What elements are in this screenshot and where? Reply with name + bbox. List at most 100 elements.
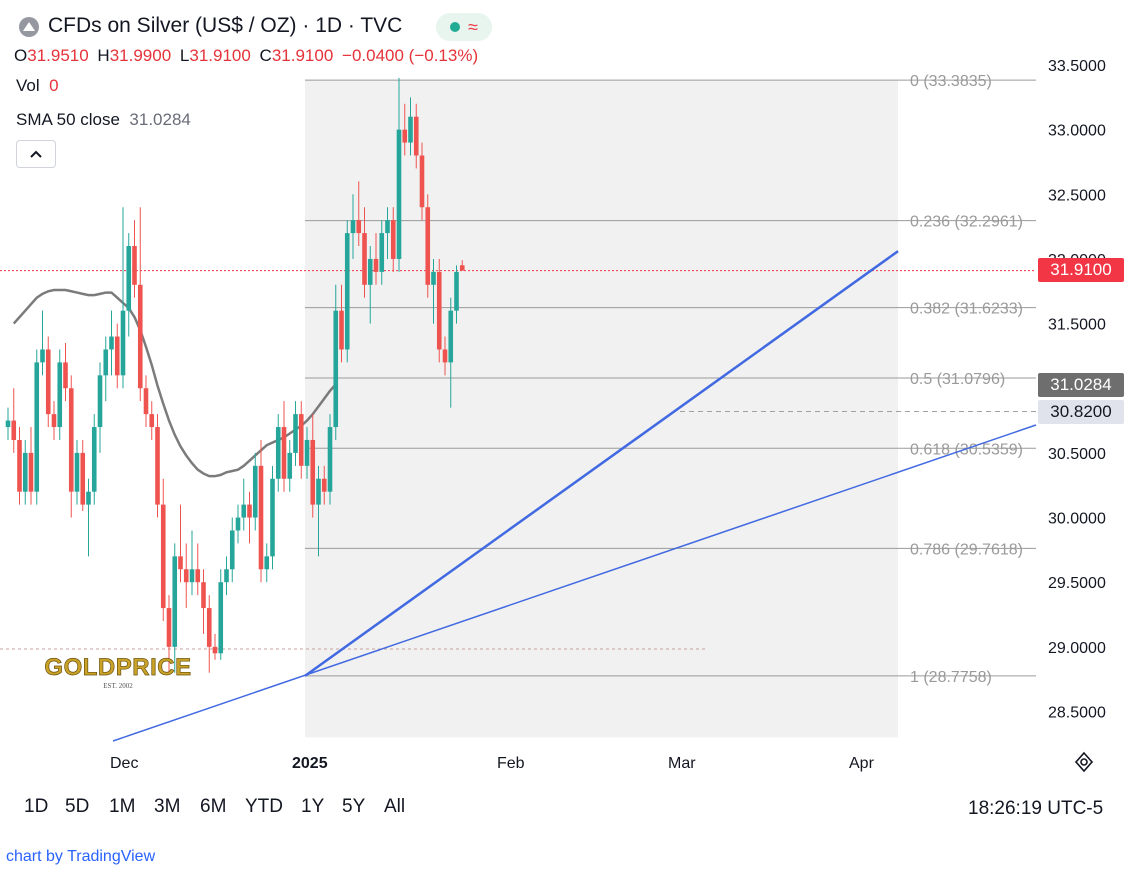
candle-body [97, 375, 103, 428]
timeframe-1m[interactable]: 1M [109, 796, 136, 817]
candle-body [68, 388, 74, 492]
candle-body [155, 427, 160, 505]
timeframe-1d[interactable]: 1D [24, 796, 49, 817]
trendline-steep [304, 250, 899, 677]
candle-body [333, 310, 339, 428]
candle-body [206, 608, 212, 647]
timeframe-1y[interactable]: 1Y [301, 796, 325, 817]
candle-body [22, 452, 28, 492]
candle-body [327, 427, 333, 492]
market-status-badge[interactable]: ≈ [436, 13, 492, 41]
candle-body [304, 439, 310, 466]
candle-body [17, 439, 22, 492]
candle-body [293, 414, 298, 453]
candle-body [281, 427, 287, 479]
clock[interactable]: 18:26:19 UTC-5 [968, 798, 1104, 819]
trendline-shallow [112, 424, 1037, 742]
settings-gear-icon[interactable] [1072, 750, 1096, 774]
fib-level-label: 0.618 (30.5359) [910, 441, 1023, 458]
y-tick-label: 30.0000 [1048, 511, 1106, 528]
timeframe-6m[interactable]: 6M [200, 796, 227, 817]
candle-body [74, 452, 80, 492]
candle-body [402, 129, 408, 143]
candle-body [379, 233, 385, 272]
y-tick-label: 29.5000 [1048, 575, 1106, 592]
candle-body [252, 465, 258, 518]
fib-level-label: 0.382 (31.6233) [910, 301, 1023, 318]
candle-body [408, 116, 413, 143]
x-tick-label: Feb [497, 755, 525, 772]
candle-body [126, 246, 132, 311]
candle-body [132, 246, 137, 285]
fib-level-label: 0 (33.3835) [910, 73, 992, 90]
candle-body [34, 362, 40, 492]
candle-body [298, 414, 304, 466]
candle-body [459, 265, 465, 271]
candle-body [258, 465, 264, 570]
candle-body [373, 258, 379, 272]
fib-level-label: 0.236 (32.2961) [910, 214, 1023, 231]
price-change: −0.0400 (−0.13%) [342, 46, 479, 65]
candle-body [362, 233, 367, 285]
timeframe-bar: 1D 5D 1M 3M 6M YTD 1Y 5Y All [0, 796, 1134, 826]
x-tick-label: Mar [668, 755, 696, 772]
candle-body [419, 155, 425, 208]
candle-body [436, 271, 442, 350]
x-tick-label: Apr [849, 755, 875, 772]
candle-body [218, 582, 224, 654]
candle-body [287, 452, 293, 479]
candle-body [431, 271, 436, 285]
candle-body [270, 478, 275, 557]
candle-body [51, 414, 57, 428]
candle-body [189, 569, 195, 583]
candle-body [80, 452, 86, 505]
candle-body [91, 427, 97, 492]
candle-body [275, 427, 281, 479]
candle-body [114, 336, 120, 376]
fib-zone [305, 80, 898, 738]
candle-body [442, 349, 448, 363]
candle-body [86, 491, 91, 505]
svg-text:EST. 2002: EST. 2002 [103, 682, 133, 690]
y-tick-label: 29.0000 [1048, 640, 1106, 657]
ohlc-readout: O31.9510 H31.9900 L31.9100 C31.9100 −0.0… [14, 46, 479, 65]
sma-price-tag: 31.0284 [1038, 373, 1124, 397]
candle-body [413, 116, 419, 156]
last-price-tag: 31.9100 [1038, 258, 1124, 282]
timeframe-3m[interactable]: 3M [154, 796, 181, 817]
candle-body [241, 504, 247, 518]
collapse-legend-button[interactable] [16, 140, 56, 168]
y-tick-label: 32.5000 [1048, 187, 1106, 204]
candle-body [224, 569, 229, 583]
candle-body [339, 310, 344, 350]
volume-readout[interactable]: Vol 0 [16, 76, 59, 95]
fib-level-label: 0.786 (29.7618) [910, 541, 1023, 558]
fib-level-label: 1 (28.7758) [910, 669, 992, 686]
symbol-icon [18, 16, 40, 43]
candle-body [5, 420, 11, 428]
candle-body [28, 452, 34, 492]
candle-body [160, 504, 166, 609]
candle-body [425, 207, 431, 285]
timeframe-5d[interactable]: 5D [65, 796, 90, 817]
delayed-data-icon: ≈ [468, 17, 478, 37]
candle-body [454, 271, 459, 311]
candle-body [178, 556, 183, 570]
candle-body [201, 582, 206, 609]
candle-body [63, 362, 68, 389]
x-tick-label: 2025 [292, 755, 328, 772]
chart-title[interactable]: CFDs on Silver (US$ / OZ) · 1D · TVC [48, 14, 403, 37]
chevron-up-icon [30, 150, 42, 158]
timeframe-5y[interactable]: 5Y [342, 796, 366, 817]
candle-body [40, 349, 45, 363]
timeframe-all[interactable]: All [384, 796, 406, 817]
candle-body [390, 220, 396, 259]
candle-body [367, 258, 373, 285]
candle-body [57, 362, 63, 428]
attribution-link[interactable]: chart by TradingView [6, 848, 156, 865]
candle-body [247, 504, 252, 518]
low-price-tag: 30.8200 [1038, 400, 1124, 424]
timeframe-ytd[interactable]: YTD [245, 796, 283, 817]
sma-readout[interactable]: SMA 50 close 31.0284 [16, 110, 191, 129]
